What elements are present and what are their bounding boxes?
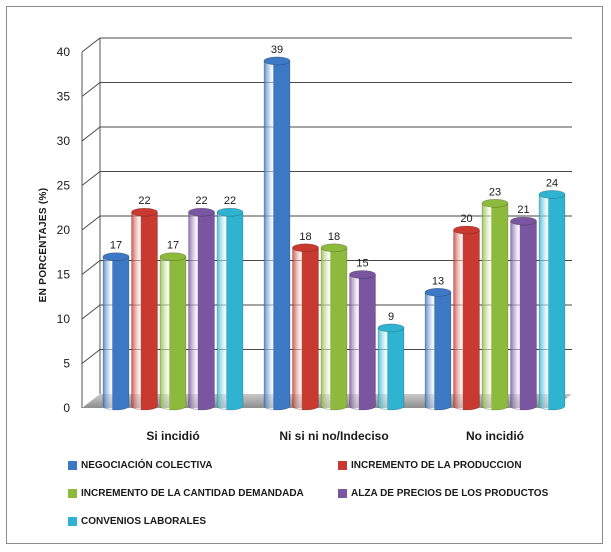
gridline: [81, 215, 572, 231]
data-label: 20: [460, 213, 472, 225]
y-axis-title: EN PORCENTAJES (%): [38, 188, 49, 303]
data-label: 17: [110, 240, 122, 252]
data-label: 17: [167, 240, 179, 252]
bar-top: [131, 207, 158, 217]
bar-top: [188, 207, 215, 217]
bar-top: [292, 243, 319, 253]
bar-top: [102, 252, 130, 262]
bar: [510, 220, 537, 411]
bar: [320, 247, 348, 411]
data-labels: 17 22 17 22 22 39 18 18 15 9 13 20 23 21 24: [110, 44, 558, 323]
bars: [102, 56, 566, 411]
bar: [216, 211, 244, 411]
data-label: 15: [356, 258, 368, 270]
gridline: [81, 304, 572, 320]
y-tick-label: 20: [57, 223, 71, 237]
y-tick-label: 40: [57, 45, 71, 59]
data-label: 18: [328, 231, 340, 243]
legend-swatch: [68, 517, 77, 526]
bar: [263, 60, 291, 411]
data-label: 22: [224, 195, 236, 207]
gridline: [81, 82, 572, 97]
bar: [377, 327, 405, 411]
legend-item: ALZA DE PRECIOS DE LOS PRODUCTOS: [338, 488, 548, 499]
bar: [453, 229, 480, 411]
gridline: [81, 260, 572, 275]
bar: [424, 292, 452, 411]
data-label: 18: [299, 231, 311, 243]
y-tick-label: 35: [57, 90, 71, 104]
bar-top: [377, 323, 405, 333]
y-tick-label: 10: [57, 312, 71, 326]
x-axis-categories: Si incidió Ni si ni no/Indeciso No incidió: [146, 429, 524, 443]
bar-top: [424, 287, 452, 297]
gridline: [81, 349, 572, 364]
bar: [538, 194, 566, 411]
legend-label: NEGOCIACIÓN COLECTIVA: [81, 460, 213, 471]
bar: [188, 211, 215, 411]
data-label: 13: [432, 275, 444, 287]
y-tick-label: 0: [63, 401, 70, 415]
legend-swatch: [68, 461, 77, 470]
gridline: [81, 126, 572, 142]
bar-top: [538, 190, 566, 199]
legend-label: INCREMENTO DE LA PRODUCCION: [351, 460, 522, 471]
bar-top: [481, 199, 509, 208]
x-category-label: No incidió: [466, 429, 524, 443]
bar: [349, 274, 376, 411]
legend-item: CONVENIOS LABORALES: [68, 516, 206, 527]
legend-swatch: [68, 489, 77, 498]
y-axis: 0 5 10 15 20 25 30 35 40: [57, 45, 83, 415]
data-label: 22: [138, 195, 150, 207]
legend-item: INCREMENTO DE LA CANTIDAD DEMANDADA: [68, 488, 304, 499]
x-category-label: Si incidió: [146, 429, 199, 443]
bar: [292, 247, 319, 411]
data-label: 23: [489, 186, 501, 198]
legend-label: ALZA DE PRECIOS DE LOS PRODUCTOS: [351, 488, 549, 499]
bar-top: [320, 243, 348, 253]
y-tick-label: 15: [57, 268, 71, 282]
legend-swatch: [338, 461, 347, 470]
gridline: [81, 37, 572, 53]
bar-top: [216, 207, 244, 217]
y-tick-label: 5: [63, 357, 70, 371]
bar: [159, 256, 187, 411]
legend-label: CONVENIOS LABORALES: [81, 516, 207, 527]
legend-swatch: [338, 489, 347, 498]
legend-item: NEGOCIACIÓN COLECTIVA: [68, 460, 212, 471]
bar: [102, 256, 130, 411]
gridline: [81, 171, 572, 186]
bar-top: [159, 252, 187, 262]
bar-top: [510, 216, 537, 226]
data-label: 21: [517, 204, 529, 216]
y-tick-label: 25: [57, 179, 71, 193]
bar: [131, 211, 158, 411]
bar-top: [453, 225, 480, 235]
data-label: 39: [271, 44, 283, 56]
bar-top: [349, 270, 376, 279]
data-label: 24: [546, 177, 558, 189]
bar: [481, 203, 509, 411]
bar-top: [263, 56, 291, 66]
data-label: 9: [388, 311, 394, 323]
legend-label: INCREMENTO DE LA CANTIDAD DEMANDADA: [81, 488, 304, 499]
y-tick-label: 30: [57, 134, 71, 148]
data-label: 22: [195, 195, 207, 207]
legend-item: INCREMENTO DE LA PRODUCCION: [338, 460, 522, 471]
x-category-label: Ni si ni no/Indeciso: [279, 429, 388, 443]
